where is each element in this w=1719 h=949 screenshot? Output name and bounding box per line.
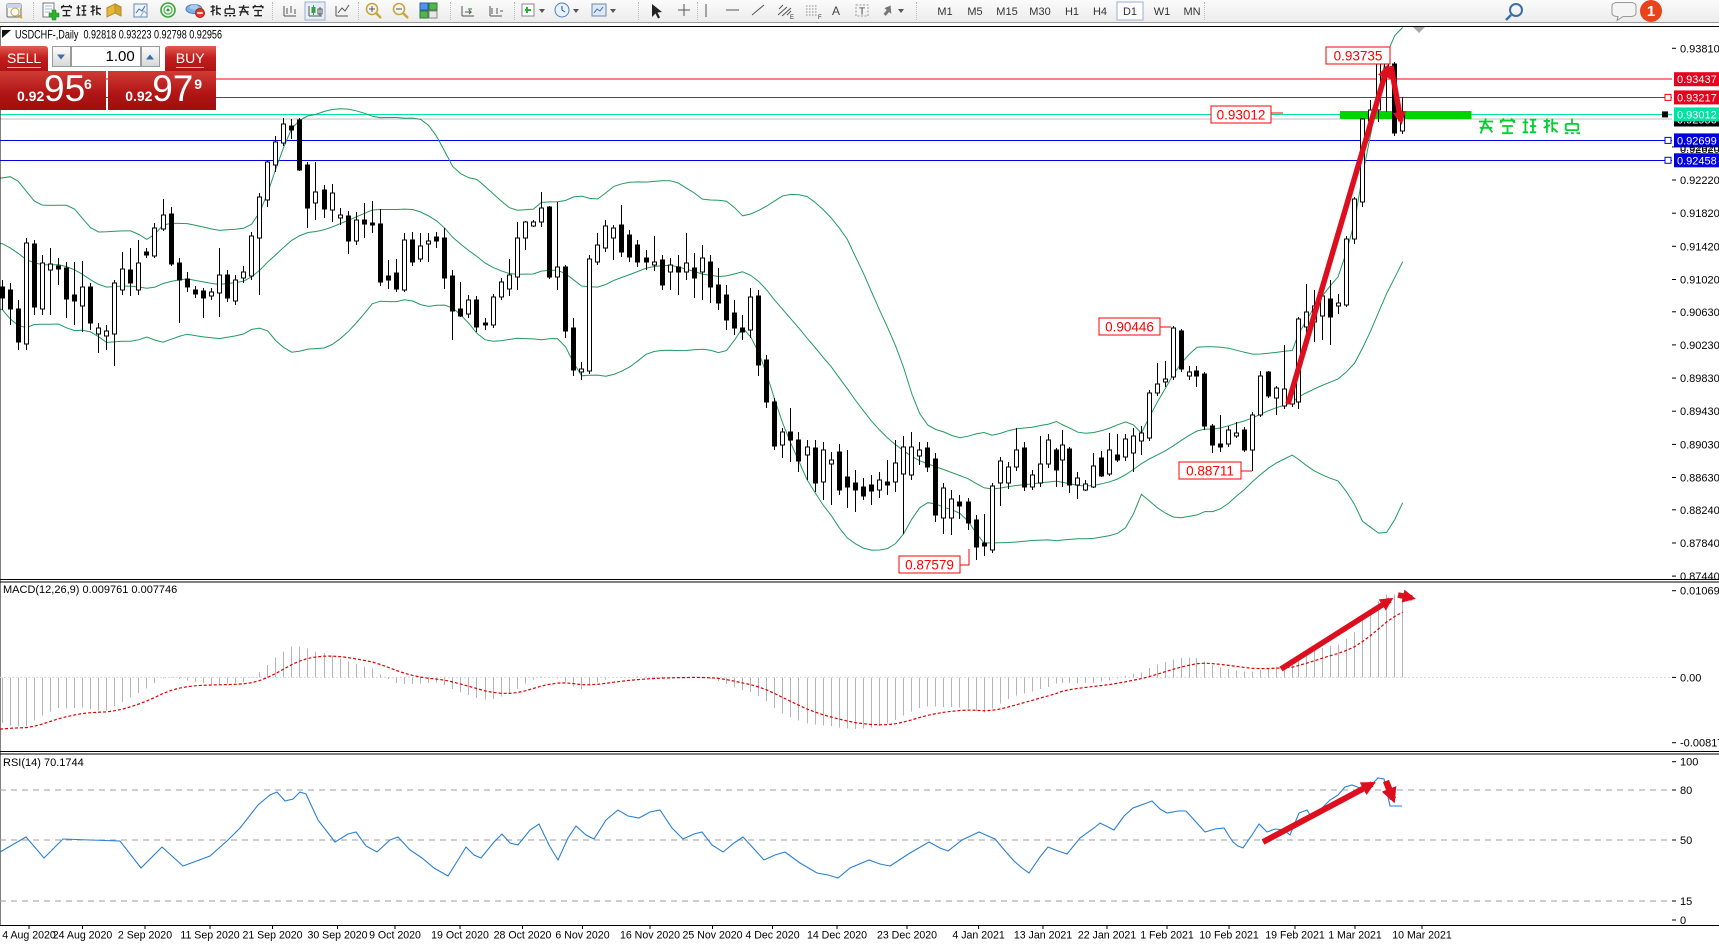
svg-text:4 Jan 2021: 4 Jan 2021 bbox=[952, 930, 1005, 942]
svg-text:E: E bbox=[790, 15, 794, 21]
svg-text:80: 80 bbox=[1680, 785, 1692, 797]
svg-text:22 Jan 2021: 22 Jan 2021 bbox=[1078, 930, 1136, 942]
svg-text:13 Jan 2021: 13 Jan 2021 bbox=[1014, 930, 1072, 942]
svg-text:10 Feb 2021: 10 Feb 2021 bbox=[1199, 930, 1259, 942]
svg-text:1: 1 bbox=[1647, 3, 1655, 20]
svg-text:0.91020: 0.91020 bbox=[1680, 275, 1719, 287]
svg-text:D1: D1 bbox=[1123, 6, 1137, 18]
svg-text:0.010699: 0.010699 bbox=[1680, 586, 1719, 598]
svg-text:0.93735: 0.93735 bbox=[1334, 48, 1383, 63]
svg-text:0.92220: 0.92220 bbox=[1680, 175, 1719, 187]
svg-text:M5: M5 bbox=[967, 6, 982, 18]
svg-text:0.92620: 0.92620 bbox=[1680, 144, 1719, 156]
svg-text:0.90446: 0.90446 bbox=[1105, 319, 1154, 334]
svg-text:25 Nov 2020: 25 Nov 2020 bbox=[682, 930, 742, 942]
svg-text:0.87440: 0.87440 bbox=[1680, 571, 1719, 583]
svg-text:A: A bbox=[832, 4, 840, 18]
svg-text:0.00: 0.00 bbox=[1680, 672, 1701, 684]
svg-text:T: T bbox=[859, 7, 865, 18]
svg-text:1 Feb 2021: 1 Feb 2021 bbox=[1140, 930, 1194, 942]
svg-text:0.92458: 0.92458 bbox=[1677, 155, 1717, 167]
svg-text:H1: H1 bbox=[1065, 6, 1079, 18]
svg-text:1 Mar 2021: 1 Mar 2021 bbox=[1328, 930, 1382, 942]
svg-text:4 Aug 2020: 4 Aug 2020 bbox=[2, 930, 56, 942]
svg-text:W1: W1 bbox=[1154, 6, 1171, 18]
svg-text:USDCHF-,Daily 0.92818 0.93223: USDCHF-,Daily 0.92818 0.93223 0.92798 0.… bbox=[15, 28, 222, 42]
svg-text:0.90630: 0.90630 bbox=[1680, 307, 1719, 319]
svg-text:F: F bbox=[818, 15, 822, 21]
svg-text:MN: MN bbox=[1183, 6, 1200, 18]
svg-text:0.91420: 0.91420 bbox=[1680, 241, 1719, 253]
svg-text:23 Dec 2020: 23 Dec 2020 bbox=[877, 930, 937, 942]
svg-text:H4: H4 bbox=[1093, 6, 1107, 18]
svg-text:0.88240: 0.88240 bbox=[1680, 505, 1719, 517]
svg-text:11 Sep 2020: 11 Sep 2020 bbox=[180, 930, 239, 942]
svg-text:100: 100 bbox=[1680, 757, 1698, 769]
svg-text:16 Nov 2020: 16 Nov 2020 bbox=[620, 930, 680, 942]
svg-text:0.93012: 0.93012 bbox=[1217, 107, 1266, 122]
svg-text:0.93217: 0.93217 bbox=[1677, 92, 1717, 104]
svg-text:M30: M30 bbox=[1029, 6, 1050, 18]
svg-text:0.92699: 0.92699 bbox=[1677, 135, 1717, 147]
svg-text:MACD(12,26,9) 0.009761 0.00774: MACD(12,26,9) 0.009761 0.007746 bbox=[3, 584, 177, 596]
svg-text:0.89030: 0.89030 bbox=[1680, 439, 1719, 451]
svg-text:0.88630: 0.88630 bbox=[1680, 473, 1719, 485]
svg-text:-0.008173: -0.008173 bbox=[1680, 738, 1719, 750]
svg-text:30 Sep 2020: 30 Sep 2020 bbox=[307, 930, 367, 942]
svg-text:0: 0 bbox=[1680, 915, 1686, 927]
svg-text:28 Oct 2020: 28 Oct 2020 bbox=[494, 930, 552, 942]
svg-text:0.87579: 0.87579 bbox=[905, 557, 954, 572]
svg-text:19 Feb 2021: 19 Feb 2021 bbox=[1265, 930, 1325, 942]
svg-text:M15: M15 bbox=[996, 6, 1017, 18]
svg-text:2 Sep 2020: 2 Sep 2020 bbox=[118, 930, 172, 942]
svg-text:10 Mar 2021: 10 Mar 2021 bbox=[1392, 930, 1452, 942]
svg-text:9 Oct 2020: 9 Oct 2020 bbox=[369, 930, 421, 942]
svg-text:6 Nov 2020: 6 Nov 2020 bbox=[555, 930, 609, 942]
svg-text:RSI(14) 70.1744: RSI(14) 70.1744 bbox=[3, 757, 84, 769]
svg-text:21 Sep 2020: 21 Sep 2020 bbox=[242, 930, 302, 942]
svg-text:24 Aug 2020: 24 Aug 2020 bbox=[53, 930, 113, 942]
svg-text:15: 15 bbox=[1680, 896, 1692, 908]
svg-text:4 Dec 2020: 4 Dec 2020 bbox=[745, 930, 799, 942]
svg-text:0.93437: 0.93437 bbox=[1677, 74, 1717, 86]
svg-text:0.90230: 0.90230 bbox=[1680, 340, 1719, 352]
svg-text:0.93810: 0.93810 bbox=[1680, 43, 1719, 55]
svg-text:50: 50 bbox=[1680, 835, 1692, 847]
svg-text:14 Dec 2020: 14 Dec 2020 bbox=[807, 930, 867, 942]
svg-text:0.89430: 0.89430 bbox=[1680, 406, 1719, 418]
svg-text:0.91820: 0.91820 bbox=[1680, 208, 1719, 220]
svg-text:0.89830: 0.89830 bbox=[1680, 373, 1719, 385]
svg-text:M1: M1 bbox=[937, 6, 952, 18]
svg-text:19 Oct 2020: 19 Oct 2020 bbox=[431, 930, 489, 942]
svg-text:0.88711: 0.88711 bbox=[1186, 463, 1234, 478]
svg-text:0.87840: 0.87840 bbox=[1680, 538, 1719, 550]
svg-text:0.93012: 0.93012 bbox=[1677, 109, 1717, 121]
